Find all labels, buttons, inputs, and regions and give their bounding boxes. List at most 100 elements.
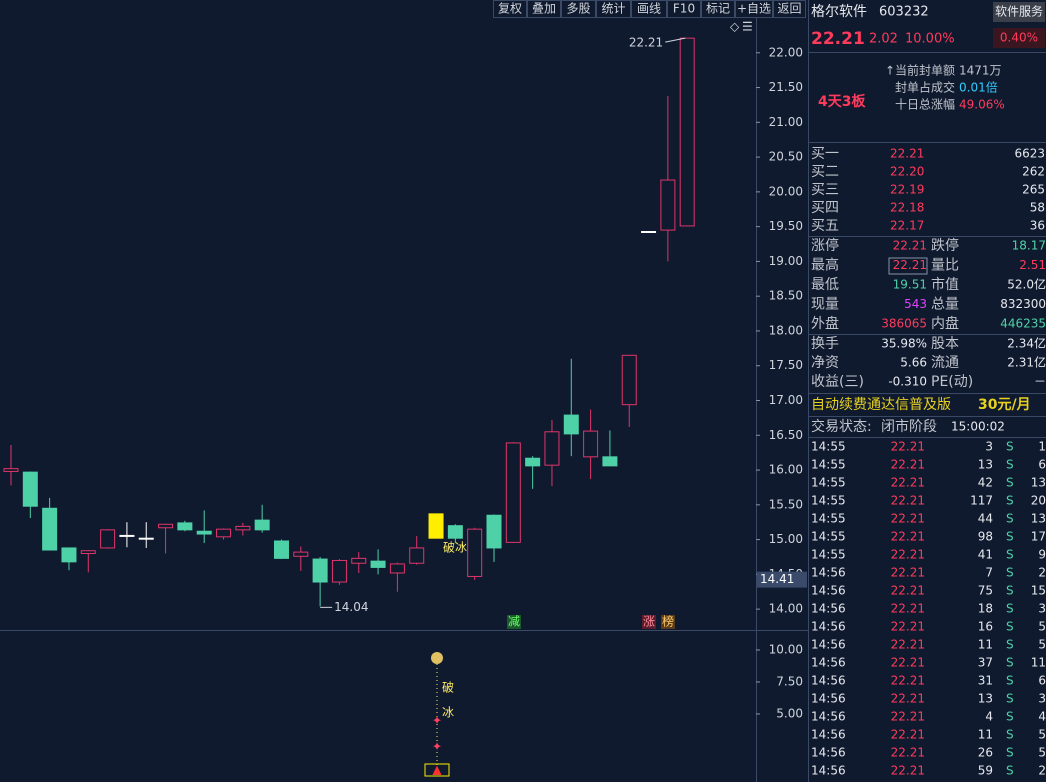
status-time: 15:00:02: [951, 420, 1005, 434]
candle-body: [370, 560, 386, 568]
candle-body: [273, 540, 289, 559]
chart-icon[interactable]: ☰: [742, 20, 753, 34]
sector-pct: 0.40%: [1000, 31, 1038, 45]
trade-side: S: [1006, 728, 1014, 742]
signal-icon: ▲: [432, 763, 442, 777]
toolbar-label: F10: [673, 2, 695, 16]
stat-value: －: [1034, 375, 1046, 389]
trade-time: 14:56: [811, 620, 846, 634]
stat-value: 2.31亿: [1007, 355, 1046, 370]
trade-time: 14:56: [811, 692, 846, 706]
toolbar-button[interactable]: [773, 0, 806, 18]
toolbar-label: 统计: [601, 2, 625, 16]
candle-body: [61, 547, 77, 563]
stat-label: 总量: [931, 297, 959, 313]
toolbar-button[interactable]: [631, 0, 667, 18]
trade-time: 14:55: [811, 548, 846, 562]
candle-body: [158, 523, 174, 529]
stat-value: 22.21: [893, 258, 927, 272]
marker: 榜: [662, 614, 674, 629]
trade-volume: 42: [978, 476, 993, 490]
candle-body: [138, 537, 154, 540]
candle-body: [3, 468, 19, 472]
stat-value: 2.51: [1019, 258, 1046, 272]
toolbar-label: 标记: [706, 2, 730, 16]
trade-volume: 37: [978, 656, 993, 670]
marker-box: [507, 615, 521, 629]
trade-side: S: [1006, 692, 1014, 706]
stat-label: 换手: [811, 335, 839, 352]
trade-price: 22.21: [891, 710, 925, 724]
trade-side: S: [1006, 746, 1014, 760]
service-button[interactable]: [993, 2, 1045, 22]
chart-icon[interactable]: ◇: [730, 20, 740, 34]
stat-label: 最高: [811, 257, 839, 274]
trade-price: 22.21: [891, 674, 925, 688]
book-label: 买五: [811, 218, 839, 234]
trade-side: S: [1006, 440, 1014, 454]
stat-value: 22.21: [893, 239, 927, 253]
info-value: 49.06%: [959, 98, 1005, 112]
trade-side: S: [1006, 548, 1014, 562]
trade-count: 6: [1038, 458, 1046, 472]
toolbar-button[interactable]: [493, 0, 527, 18]
trade-time: 14:56: [811, 674, 846, 688]
trade-price: 22.21: [891, 656, 925, 670]
max-pointer: [665, 37, 686, 43]
candle-body: [679, 37, 695, 227]
candle-body: [216, 528, 232, 538]
book-volume: 262: [1022, 165, 1045, 179]
book-price: 22.19: [890, 183, 924, 197]
y-tick-label: 15.50: [769, 497, 803, 511]
book-price: 22.21: [890, 147, 924, 161]
trade-side: S: [1006, 656, 1014, 670]
trade-side: S: [1006, 764, 1014, 778]
toolbar-label: 多股: [566, 2, 590, 16]
toolbar-button[interactable]: [667, 0, 701, 18]
streak: 4天3板: [818, 93, 866, 110]
stat-label: 流通: [931, 355, 959, 371]
trade-count: 2: [1038, 764, 1046, 778]
y-tick-label: 19.50: [769, 219, 803, 233]
stat-label: 收益(三): [811, 374, 864, 390]
stat-label: PE(动): [931, 374, 973, 390]
trade-price: 22.21: [891, 728, 925, 742]
trade-count: 9: [1038, 548, 1046, 562]
signal-icon: [431, 652, 443, 664]
toolbar-button[interactable]: [596, 0, 631, 18]
toolbar-button[interactable]: [735, 0, 773, 18]
info-label: ↑当前封单额: [885, 63, 955, 78]
trade-volume: 41: [978, 548, 993, 562]
trade-volume: 3: [985, 440, 993, 454]
candle-body: [22, 471, 38, 507]
candle-body: [80, 550, 96, 555]
chart-annotation: 破冰: [443, 540, 467, 555]
toolbar-button[interactable]: [561, 0, 596, 18]
y-tick-label: 21.00: [769, 115, 803, 129]
signal-annotation: 破: [442, 680, 454, 695]
stock-code: 603232: [879, 5, 929, 20]
toolbar-button[interactable]: [527, 0, 561, 18]
candle-body: [563, 414, 579, 435]
candle-body: [447, 525, 463, 539]
promo-price: 30元/月: [978, 397, 1031, 413]
toolbar-button[interactable]: [701, 0, 735, 18]
stat-label: 净资: [811, 355, 839, 371]
price-pct: 10.00%: [905, 32, 955, 47]
stat-value: 446235: [1000, 317, 1046, 331]
candle-body: [312, 558, 328, 583]
candle-body: [293, 551, 309, 557]
stat-label: 现量: [811, 297, 839, 313]
y-tick-label: 17.50: [769, 358, 803, 372]
trade-volume: 16: [978, 620, 993, 634]
info-label: 封单占成交: [895, 80, 955, 95]
trade-time: 14:55: [811, 494, 846, 508]
toolbar-label: 返回: [777, 2, 801, 16]
trade-time: 14:56: [811, 764, 846, 778]
trade-count: 13: [1031, 476, 1046, 490]
trade-side: S: [1006, 512, 1014, 526]
trade-volume: 75: [978, 584, 993, 598]
trade-volume: 98: [978, 530, 993, 544]
